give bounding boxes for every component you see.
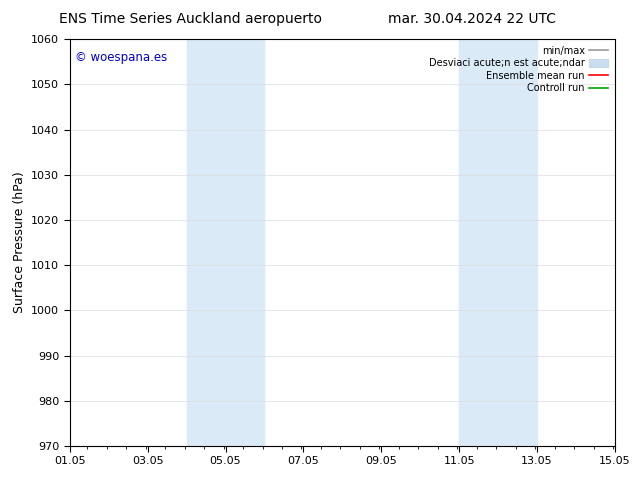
Y-axis label: Surface Pressure (hPa): Surface Pressure (hPa) bbox=[13, 172, 25, 314]
Bar bbox=[498, 39, 537, 446]
Bar bbox=[186, 39, 226, 446]
Text: ENS Time Series Auckland aeropuerto: ENS Time Series Auckland aeropuerto bbox=[59, 12, 321, 26]
Text: mar. 30.04.2024 22 UTC: mar. 30.04.2024 22 UTC bbox=[389, 12, 556, 26]
Bar bbox=[226, 39, 264, 446]
Legend: min/max, Desviaci acute;n est acute;ndar, Ensemble mean run, Controll run: min/max, Desviaci acute;n est acute;ndar… bbox=[427, 44, 610, 95]
Text: © woespana.es: © woespana.es bbox=[75, 51, 167, 64]
Bar bbox=[459, 39, 498, 446]
